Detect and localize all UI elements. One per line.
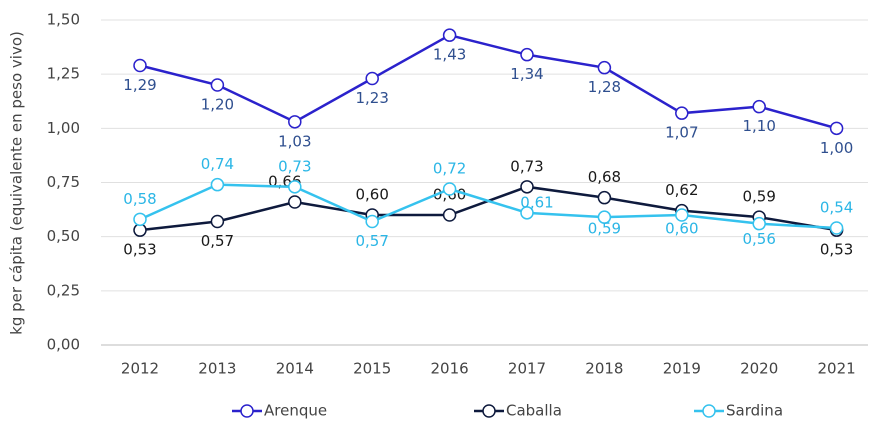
y-axis-label: kg per cápita (equivalente en peso vivo) [8, 31, 26, 335]
data-label: 0,61 [520, 193, 553, 211]
data-label: 1,23 [355, 89, 388, 107]
data-label: 0,59 [742, 188, 775, 206]
data-label: 1,00 [820, 139, 853, 157]
x-tick-label: 2013 [198, 360, 236, 378]
data-label: 0,53 [123, 241, 156, 259]
point [752, 99, 766, 114]
point [442, 28, 457, 42]
data-label: 0,54 [820, 199, 853, 217]
y-tick-label: 0,00 [47, 336, 80, 354]
data-label: 1,29 [123, 76, 156, 94]
x-tick-label: 2020 [740, 360, 778, 378]
y-tick-label: 1,50 [47, 11, 80, 29]
y-tick-label: 0,50 [47, 227, 80, 245]
data-label: 0,53 [820, 241, 853, 259]
y-tick-label: 1,25 [47, 65, 80, 83]
point [288, 115, 302, 129]
x-tick-label: 2021 [818, 360, 856, 378]
point [520, 47, 534, 62]
data-label: 0,62 [665, 181, 698, 199]
x-tick-label: 2017 [508, 360, 546, 378]
data-label: 0,68 [588, 168, 621, 186]
point [210, 78, 225, 92]
point [675, 106, 689, 120]
data-label: 1,28 [588, 78, 621, 96]
point [752, 216, 766, 231]
data-label: 0,59 [588, 220, 621, 238]
data-label: 0,58 [123, 190, 156, 208]
legend-marker [240, 404, 254, 418]
point [210, 214, 225, 229]
data-label: 0,72 [433, 160, 466, 178]
legend-label: Caballa [506, 402, 562, 420]
point [288, 180, 302, 194]
data-label: 0,74 [201, 155, 234, 173]
point [365, 214, 379, 229]
point [442, 182, 457, 196]
point [520, 206, 534, 220]
y-tick-label: 1,00 [47, 119, 80, 137]
point [829, 221, 844, 235]
line [139, 183, 837, 230]
data-label: 0,57 [355, 232, 388, 250]
legend-marker [482, 404, 496, 418]
data-label: 1,20 [201, 96, 234, 114]
data-label: 0,60 [665, 220, 698, 238]
point [520, 180, 534, 194]
x-tick-label: 2018 [585, 360, 623, 378]
line [139, 33, 837, 130]
data-label: 1,43 [433, 46, 466, 64]
y-tick-label: 0,25 [47, 281, 80, 299]
data-label: 0,57 [201, 232, 234, 250]
x-tick-label: 2016 [431, 360, 469, 378]
x-tick-label: 2019 [663, 360, 701, 378]
point [133, 58, 147, 73]
data-label: 0,73 [510, 157, 543, 175]
x-tick-label: 2015 [353, 360, 391, 378]
data-label: 0,56 [742, 230, 775, 248]
y-tick-label: 0,75 [47, 173, 80, 191]
point [829, 121, 844, 136]
point [442, 208, 457, 222]
point [597, 190, 612, 205]
data-label: 1,10 [742, 117, 775, 135]
point [133, 212, 147, 227]
point [288, 195, 302, 209]
point [597, 210, 612, 224]
point [210, 177, 225, 192]
x-tick-label: 2014 [276, 360, 314, 378]
legend-label: Sardina [726, 402, 783, 420]
data-label: 1,03 [278, 132, 311, 150]
data-label: 1,34 [510, 65, 543, 83]
point [675, 208, 689, 222]
point [597, 60, 612, 75]
legend-label: Arenque [264, 402, 327, 420]
x-tick-label: 2012 [121, 360, 159, 378]
point [365, 71, 379, 86]
data-label: 1,07 [665, 124, 698, 142]
line [139, 185, 837, 232]
data-label: 0,60 [355, 186, 388, 204]
data-label: 0,73 [278, 157, 311, 175]
legend-marker [702, 404, 716, 418]
